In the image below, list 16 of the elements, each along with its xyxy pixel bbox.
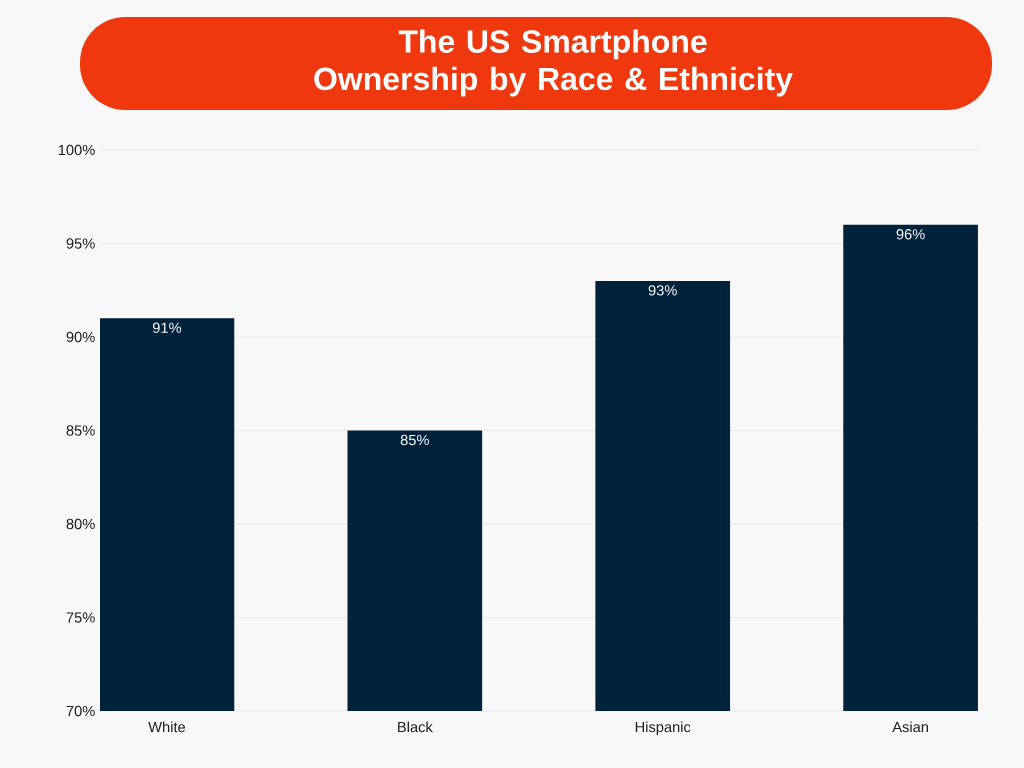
- data-label: 85%: [400, 434, 429, 446]
- x-tick-label: Asian: [892, 721, 928, 733]
- x-tick-label: White: [148, 721, 186, 733]
- x-tick-label: Hispanic: [635, 721, 691, 736]
- x-tick-label: Black: [398, 721, 433, 733]
- chart-title: The US Smartphone Ownership by Race & Ethnicity: [314, 29, 793, 97]
- y-tick-label: 85%: [66, 425, 95, 436]
- y-tick-label: 90%: [66, 331, 95, 343]
- data-label: 93%: [648, 285, 677, 296]
- y-tick-label: 70%: [66, 705, 95, 717]
- y-tick-label: 75%: [66, 612, 95, 623]
- y-tick-label: 100%: [58, 144, 95, 156]
- y-tick-label: 95%: [66, 238, 95, 249]
- data-label: 96%: [896, 229, 925, 240]
- data-label: 91%: [152, 322, 182, 333]
- y-tick-label: 80%: [66, 518, 95, 530]
